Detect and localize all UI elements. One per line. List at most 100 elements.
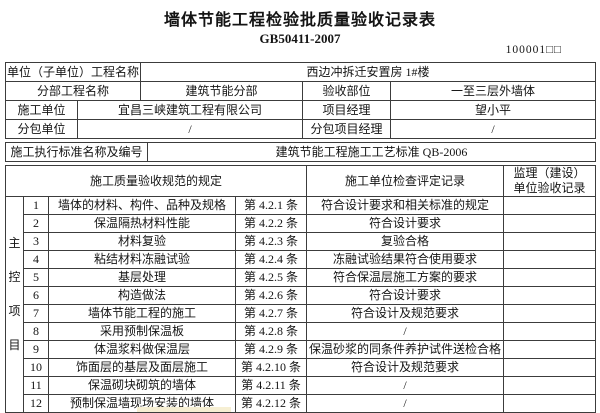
supervision-record <box>503 340 597 359</box>
bottom-highlight <box>137 407 231 412</box>
inspection-record: / <box>306 394 505 413</box>
item-name: 体温浆料做保温层 <box>48 340 236 359</box>
article-ref: 第 4.2.11 条 <box>234 376 308 395</box>
row-number: 1 <box>23 196 49 215</box>
section-label-char: 控 <box>8 269 21 284</box>
supervision-record <box>503 394 597 413</box>
sub-pm-value: / <box>390 119 597 139</box>
standard-code: GB50411-2007 <box>259 31 341 46</box>
checklist-row: 12 预制保温墙现场安装的墙体第 4.2.12 条 / <box>6 394 597 413</box>
item-name: 粘结材料冻融试验 <box>48 250 236 269</box>
row-number: 4 <box>23 250 49 269</box>
item-name: 基层处理 <box>48 268 236 287</box>
project-manager-value: 望小平 <box>390 100 597 120</box>
checklist-header-row: 施工质量验收规范的规定 施工单位检查评定记录 监理（建设） 单位验收记录 <box>4 165 597 197</box>
checklist-row: 5 基层处理第 4.2.5 条符合保温层施工方案的要求 <box>6 268 597 287</box>
header-monitor: 监理（建设） 单位验收记录 <box>503 165 597 197</box>
serial-number: 100001□□ <box>505 44 562 56</box>
inspection-record: 保温砂浆的同条件养护试件送检合格 <box>306 340 505 359</box>
subcontractor-row: 分包单位 / 分包项目经理 / <box>5 119 597 139</box>
article-ref: 第 4.2.9 条 <box>234 340 308 359</box>
section-label-char: 项 <box>8 303 21 318</box>
supervision-record <box>503 358 597 377</box>
inspection-record: 符合设计及规范要求 <box>306 304 505 323</box>
article-ref: 第 4.2.5 条 <box>234 268 308 287</box>
construction-unit-label: 施工单位 <box>5 100 78 120</box>
row-number: 11 <box>23 376 49 395</box>
checklist-row: 6 构造做法第 4.2.6 条符合设计要求 <box>6 286 597 305</box>
section-label-char: 目 <box>8 337 21 352</box>
page-title: 墙体节能工程检验批质量验收记录表 <box>163 12 436 29</box>
project-manager-label: 项目经理 <box>302 100 392 120</box>
supervision-record <box>503 286 597 305</box>
supervision-record <box>503 268 597 287</box>
header-monitor-line1: 监理（建设） <box>513 166 586 181</box>
subcontractor-label: 分包单位 <box>5 119 78 139</box>
construction-unit-value: 宜昌三峡建筑工程有限公司 <box>76 100 304 120</box>
inspection-record: 符合设计要求 <box>306 214 505 233</box>
article-ref: 第 4.2.3 条 <box>234 232 308 251</box>
row-number: 3 <box>23 232 49 251</box>
item-name: 墙体的材料、构件、品种及规格 <box>48 196 236 215</box>
header-spec: 施工质量验收规范的规定 <box>4 165 308 197</box>
checklist-row: 11 保温砌块砌筑的墙体第 4.2.11 条 / <box>6 376 597 395</box>
division-value: 建筑节能分部 <box>140 81 304 101</box>
row-number: 8 <box>23 322 49 341</box>
row-number: 2 <box>23 214 49 233</box>
inspection-record: 符合设计要求 <box>306 286 505 305</box>
checklist-row: 7 墙体节能工程的施工第 4.2.7 条符合设计及规范要求 <box>6 304 597 323</box>
inspection-record: 复验合格 <box>306 232 505 251</box>
division-label: 分部工程名称 <box>4 81 142 101</box>
checklist-row: 2 保温隔热材料性能第 4.2.2 条符合设计要求 <box>6 214 597 233</box>
supervision-record <box>503 196 597 215</box>
checklist-row: 8 采用预制保温板第 4.2.8 条 / <box>6 322 597 341</box>
supervision-record <box>503 304 597 323</box>
project-info-table: 单位（子单位）工程名称 西边冲拆迁安置房 1#楼 分部工程名称 建筑节能分部 验… <box>4 62 597 139</box>
supervision-record <box>503 232 597 251</box>
acceptance-part-label: 验收部位 <box>302 81 392 101</box>
item-name: 保温砌块砌筑的墙体 <box>48 376 236 395</box>
checklist-row: 10 饰面层的基层及面层施工第 4.2.10 条符合设计及规范要求 <box>6 358 597 377</box>
row-number: 10 <box>23 358 49 377</box>
row-number: 5 <box>23 268 49 287</box>
supervision-record <box>503 322 597 341</box>
item-name: 构造做法 <box>48 286 236 305</box>
item-name: 饰面层的基层及面层施工 <box>48 358 236 377</box>
article-ref: 第 4.2.12 条 <box>234 394 308 413</box>
row-number: 12 <box>23 394 49 413</box>
exec-standard-label: 施工执行标准名称及编号 <box>5 142 148 162</box>
section-label-char: 主 <box>8 235 21 250</box>
checklist-row: 主控项目 1 墙体的材料、构件、品种及规格第 4.2.1 条符合设计要求和相关标准的… <box>5 196 597 413</box>
subcontractor-value: / <box>76 119 304 139</box>
item-name: 保温隔热材料性能 <box>48 214 236 233</box>
inspection-record: / <box>306 376 505 395</box>
division-row: 分部工程名称 建筑节能分部 验收部位 一至三层外墙体 <box>4 81 597 101</box>
checklist-row: 4 粘结材料冻融试验第 4.2.4 条冻融试验结果符合使用要求 <box>6 250 597 269</box>
article-ref: 第 4.2.4 条 <box>234 250 308 269</box>
exec-standard-row: 施工执行标准名称及编号 建筑节能工程施工工艺标准 QB-2006 <box>5 142 596 162</box>
supervision-record <box>503 250 597 269</box>
section-label-main-control-items: 主控项目 <box>5 196 24 413</box>
row-number: 6 <box>23 286 49 305</box>
checklist-body: 主控项目 1 墙体的材料、构件、品种及规格第 4.2.1 条符合设计要求和相关标准的… <box>5 196 597 413</box>
header-record: 施工单位检查评定记录 <box>306 165 505 197</box>
row-number: 9 <box>23 340 49 359</box>
supervision-record <box>503 376 597 395</box>
item-name: 采用预制保温板 <box>48 322 236 341</box>
article-ref: 第 4.2.7 条 <box>234 304 308 323</box>
article-ref: 第 4.2.6 条 <box>234 286 308 305</box>
row-number: 7 <box>23 304 49 323</box>
supervision-record <box>503 214 597 233</box>
sub-pm-label: 分包项目经理 <box>302 119 392 139</box>
inspection-record: 符合设计及规范要求 <box>306 358 505 377</box>
article-ref: 第 4.2.8 条 <box>234 322 308 341</box>
unit-project-label: 单位（子单位）工程名称 <box>4 62 142 82</box>
item-name: 墙体节能工程的施工 <box>48 304 236 323</box>
unit-project-row: 单位（子单位）工程名称 西边冲拆迁安置房 1#楼 <box>4 62 597 82</box>
inspection-record: 冻融试验结果符合使用要求 <box>306 250 505 269</box>
inspection-record: / <box>306 322 505 341</box>
inspection-record: 符合保温层施工方案的要求 <box>306 268 505 287</box>
article-ref: 第 4.2.1 条 <box>234 196 308 215</box>
inspection-record: 符合设计要求和相关标准的规定 <box>306 196 505 215</box>
article-ref: 第 4.2.10 条 <box>234 358 308 377</box>
